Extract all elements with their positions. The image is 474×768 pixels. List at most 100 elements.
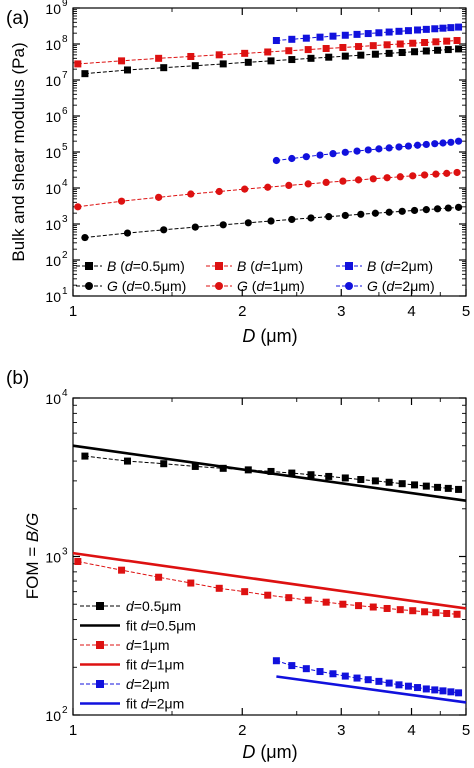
data-point-b-d-0-5-m	[398, 49, 406, 57]
data-point-b-d-0-5-m	[341, 52, 349, 60]
data-point-b-d-1-m	[339, 43, 347, 51]
data-point-g-d-1-m	[339, 177, 347, 185]
fit-line-fit-d-0-5-m	[72, 444, 467, 502]
data-point-b-d-1-m	[443, 37, 451, 45]
data-point-b-d-0-5-m	[267, 57, 275, 65]
data-point-d-2-m	[353, 674, 361, 682]
y-axis-label-a: Bulk and shear modulus (Pa)	[9, 42, 28, 261]
legend-a-marker	[215, 262, 223, 270]
data-point-d-0-5-m	[385, 478, 393, 486]
data-point-g-d-1-m	[396, 173, 404, 181]
data-point-g-d-2-m	[422, 140, 430, 149]
legend-b-marker	[96, 641, 104, 649]
legend-a-label: G (d=2μm)	[367, 278, 435, 294]
data-point-d-0-5-m	[357, 476, 365, 484]
data-point-g-d-0-5-m	[267, 217, 275, 225]
data-point-d-1-m	[383, 604, 391, 612]
data-point-g-d-1-m	[304, 180, 312, 188]
data-point-g-d-0-5-m	[433, 205, 442, 213]
legend-a-marker	[345, 282, 353, 290]
data-point-d-2-m	[329, 670, 337, 678]
data-point-g-d-1-m	[187, 190, 195, 198]
data-point-b-d-0-5-m	[434, 46, 442, 54]
data-point-b-d-1-m	[215, 51, 223, 59]
legend-b-label: d=2μm	[126, 676, 170, 692]
data-point-b-d-1-m	[74, 60, 82, 68]
x-tick-label-a: 3	[337, 303, 345, 320]
y-tick-label-a: 10	[45, 289, 61, 305]
data-point-g-d-0-5-m	[371, 209, 379, 217]
data-point-g-d-2-m	[404, 142, 413, 150]
data-point-d-1-m	[432, 609, 440, 617]
data-point-b-d-0-5-m	[244, 58, 252, 66]
data-point-g-d-2-m	[302, 153, 310, 161]
legend-a-marker	[85, 262, 93, 270]
data-point-g-d-2-m	[353, 147, 361, 155]
data-point-g-d-2-m	[395, 143, 403, 151]
data-point-d-1-m	[304, 596, 312, 604]
data-point-g-d-0-5-m	[191, 223, 199, 231]
data-point-d-2-m	[288, 662, 296, 670]
data-point-b-d-1-m	[264, 48, 272, 56]
data-point-d-0-5-m	[411, 481, 419, 489]
panel-label-a: (a)	[6, 8, 29, 29]
data-point-d-0-5-m	[398, 480, 406, 488]
data-point-b-d-1-m	[285, 47, 293, 55]
data-point-g-d-2-m	[385, 144, 393, 152]
data-point-g-d-0-5-m	[454, 203, 463, 211]
data-point-g-d-0-5-m	[385, 208, 393, 216]
data-point-b-d-1-m	[409, 39, 417, 47]
data-point-d-0-5-m	[160, 460, 168, 468]
data-point-d-0-5-m	[371, 477, 379, 485]
y-tick-label-b: 10	[45, 708, 61, 724]
data-point-d-0-5-m	[219, 464, 227, 472]
data-point-d-0-5-m	[341, 474, 349, 482]
y-tick-exponent-b: 4	[62, 388, 68, 399]
data-point-g-d-1-m	[409, 172, 417, 180]
y-tick-exponent-a: 6	[62, 106, 68, 117]
data-point-g-d-0-5-m	[123, 229, 132, 237]
y-axis-label-b: FOM = B/G	[23, 513, 42, 599]
data-point-b-d-2-m	[404, 27, 412, 35]
data-point-d-2-m	[302, 665, 310, 673]
series-line-g-d-0-5-m	[84, 206, 459, 239]
legend-b-label: fit d=2μm	[126, 696, 184, 712]
y-tick-label-a: 10	[45, 181, 61, 197]
data-point-d-2-m	[439, 687, 447, 695]
data-point-b-d-2-m	[422, 25, 430, 33]
x-tick-label-a: 5	[462, 303, 470, 320]
legend-a-label: G (d=0.5μm)	[107, 278, 186, 294]
data-point-g-d-0-5-m	[410, 206, 419, 215]
data-point-g-d-2-m	[288, 154, 296, 163]
data-point-g-d-0-5-m	[341, 211, 349, 220]
data-point-d-1-m	[241, 588, 249, 596]
data-point-g-d-2-m	[413, 141, 422, 149]
legend-a-label: B (d=2μm)	[367, 258, 433, 274]
data-point-b-d-2-m	[329, 32, 337, 40]
data-point-d-1-m	[285, 594, 293, 602]
data-point-d-1-m	[155, 573, 163, 581]
data-point-b-d-1-m	[155, 54, 163, 62]
data-point-g-d-2-m	[454, 137, 463, 145]
data-point-b-d-0-5-m	[81, 70, 89, 78]
data-point-d-0-5-m	[267, 467, 275, 475]
data-point-d-0-5-m	[325, 472, 333, 480]
data-point-g-d-2-m	[431, 140, 439, 148]
y-tick-label-a: 10	[45, 109, 61, 125]
data-b	[72, 444, 467, 704]
data-point-g-d-0-5-m	[288, 215, 296, 224]
data-point-b-d-2-m	[364, 30, 372, 38]
y-tick-exponent-a: 7	[62, 70, 68, 81]
legend-a-marker	[345, 262, 353, 270]
data-point-d-1-m	[118, 566, 126, 574]
data-point-d-1-m	[369, 603, 377, 611]
legend-a-marker	[85, 282, 93, 290]
data-point-d-1-m	[421, 608, 429, 616]
data-point-g-d-0-5-m	[160, 226, 168, 234]
data-point-d-2-m	[341, 672, 349, 680]
data-point-b-d-1-m	[118, 57, 126, 65]
data-point-d-0-5-m	[191, 462, 199, 470]
data-point-g-d-2-m	[329, 150, 337, 158]
data-point-b-d-1-m	[355, 43, 363, 51]
